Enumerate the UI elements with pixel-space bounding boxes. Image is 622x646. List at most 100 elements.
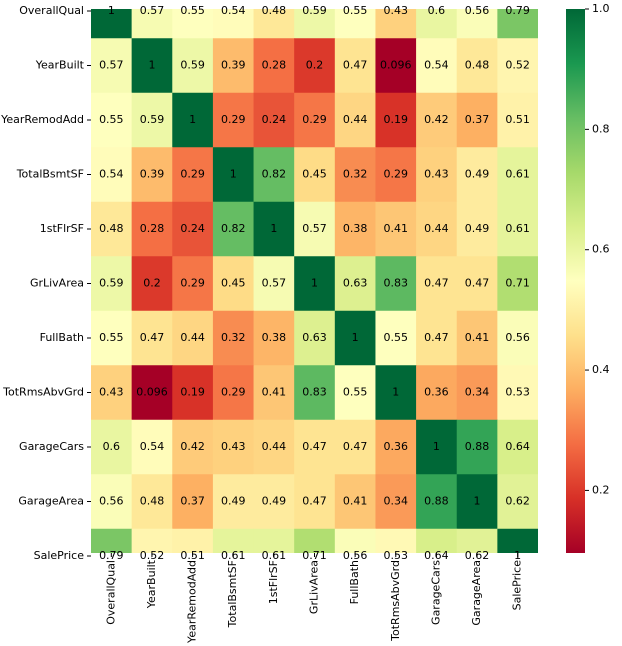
heatmap-cell: [334, 9, 376, 39]
heatmap-cell: [334, 365, 376, 421]
cell-label: 0.59: [99, 277, 124, 290]
cell-label: 0.41: [343, 495, 368, 508]
heatmap-cell: [212, 9, 255, 39]
heatmap-cell: [416, 38, 458, 94]
cell-label: 0.24: [262, 113, 287, 126]
cell-label: 0.29: [221, 113, 246, 126]
cell-label: 1: [352, 331, 359, 344]
heatmap-cell: [91, 38, 133, 94]
cell-label: 0.44: [180, 331, 205, 344]
cell-label: 0.52: [505, 59, 530, 72]
cell-label: 0.45: [221, 277, 246, 290]
cell-label: 0.56: [505, 331, 530, 344]
cell-label: 0.82: [221, 222, 246, 235]
heatmap-cell: [172, 310, 214, 366]
cell-label: 0.45: [302, 168, 327, 181]
heatmap-cell: [172, 474, 214, 530]
heatmap-cell: [497, 419, 538, 475]
cell-label: 0.38: [343, 222, 368, 235]
y-tick-label: YearRemodAdd: [0, 113, 84, 126]
heatmap-cell: [497, 201, 538, 257]
heatmap-cell: [497, 365, 538, 421]
cell-label: 0.44: [262, 440, 287, 453]
cell-label: 0.42: [180, 440, 205, 453]
heatmap-cell: [294, 365, 336, 421]
heatmap-cell: [334, 38, 376, 94]
heatmap-cell: [294, 38, 336, 94]
cell-label: 0.71: [505, 277, 530, 290]
cell-label: 1: [392, 386, 399, 399]
heatmap-cell: [253, 310, 295, 366]
colorbar-tick-label: 0.8: [592, 122, 610, 135]
heatmap-cell: [91, 9, 133, 39]
cell-label: 0.096: [136, 386, 168, 399]
x-tick-label: GarageArea: [470, 560, 483, 626]
cell-label: 1: [474, 495, 481, 508]
heatmap-cell: [131, 92, 173, 148]
cell-label: 0.62: [505, 495, 530, 508]
heatmap-cell: [416, 256, 458, 312]
heatmap-cell: [172, 9, 214, 39]
y-tick-label: GarageCars: [19, 440, 84, 453]
cell-label: 0.83: [384, 277, 409, 290]
heatmap-cell: [456, 474, 498, 530]
heatmap-cell: [334, 419, 376, 475]
heatmap-cell: [131, 310, 173, 366]
heatmap: [91, 9, 538, 553]
cell-label: 0.51: [505, 113, 530, 126]
heatmap-cell: [172, 419, 214, 475]
heatmap-cell: [334, 256, 376, 312]
x-tick-label: OverallQual: [104, 560, 117, 625]
cell-label: 0.29: [302, 113, 327, 126]
cell-label: 0.39: [140, 168, 165, 181]
cell-label: 0.47: [343, 59, 368, 72]
heatmap-cell: [375, 474, 417, 530]
cell-label: 0.37: [465, 113, 490, 126]
cell-label: 1: [270, 222, 277, 235]
heatmap-cell: [131, 38, 173, 94]
cell-label: 0.39: [221, 59, 246, 72]
heatmap-cell: [497, 9, 538, 39]
heatmap-cell: [253, 528, 295, 553]
y-tick-label: SalePrice: [34, 549, 85, 562]
cell-label: 0.88: [465, 440, 490, 453]
heatmap-cell: [212, 147, 255, 203]
heatmap-cell: [172, 365, 214, 421]
heatmap-cell: [497, 92, 538, 148]
heatmap-cell: [253, 92, 295, 148]
heatmap-cell: [456, 9, 498, 39]
cell-label: 0.34: [465, 386, 490, 399]
cell-label: 0.41: [465, 331, 490, 344]
cell-label: 0.47: [343, 440, 368, 453]
heatmap-cell: [91, 365, 133, 421]
heatmap-cell: [91, 147, 133, 203]
heatmap-cell: [334, 528, 376, 553]
heatmap-cell: [172, 528, 214, 553]
cell-label: 0.47: [424, 277, 449, 290]
cell-label: 0.41: [262, 386, 287, 399]
cell-label: 1: [433, 440, 440, 453]
cell-label: 0.29: [180, 168, 205, 181]
heatmap-cell: [131, 9, 173, 39]
cell-label: 0.43: [221, 440, 246, 453]
cell-label: 0.63: [302, 331, 327, 344]
heatmap-cell: [253, 474, 295, 530]
cell-label: 0.55: [343, 386, 368, 399]
x-tick-label: YearBuilt: [145, 559, 158, 609]
cell-label: 0.57: [302, 222, 327, 235]
cell-label: 0.88: [424, 495, 449, 508]
cell-label: 0.6: [428, 4, 446, 17]
cell-label: 0.55: [99, 113, 124, 126]
cell-label: 1: [108, 4, 115, 17]
cell-label: 0.47: [302, 440, 327, 453]
cell-label: 0.096: [380, 59, 412, 72]
cell-label: 0.63: [343, 277, 368, 290]
cell-label: 0.42: [424, 113, 449, 126]
cell-label: 0.41: [384, 222, 409, 235]
heatmap-cell: [131, 474, 173, 530]
cell-label: 0.28: [262, 59, 287, 72]
heatmap-cell: [253, 365, 295, 421]
cell-label: 0.56: [465, 4, 490, 17]
cell-label: 0.54: [140, 440, 165, 453]
cell-label: 0.19: [384, 113, 409, 126]
